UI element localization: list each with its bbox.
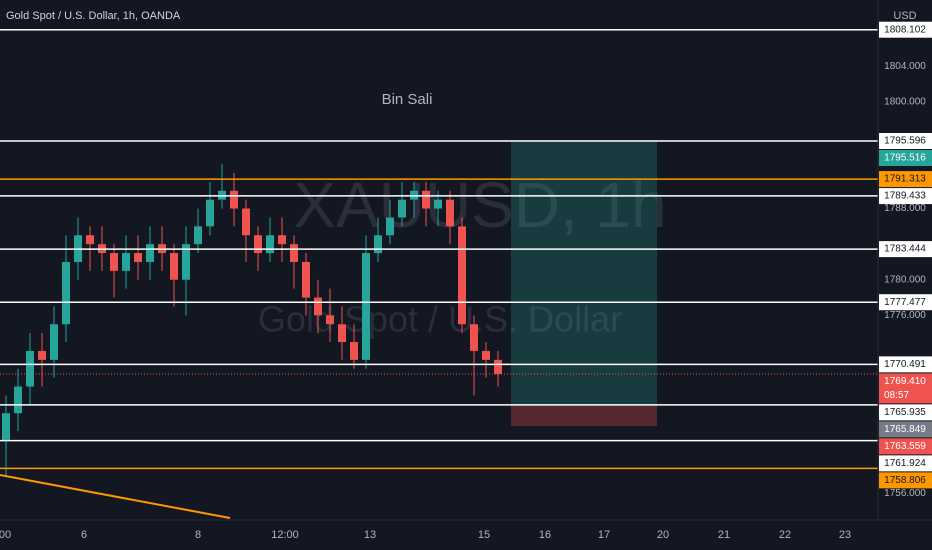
candle-body <box>242 208 250 236</box>
x-tick-label: 6 <box>81 529 87 541</box>
candle-body <box>266 235 274 254</box>
price-tag-label: 1765.935 <box>884 407 926 418</box>
price-tag-label: 1763.559 <box>884 441 926 452</box>
candle-body <box>422 190 430 209</box>
candle-body <box>122 253 130 271</box>
price-tag <box>879 373 932 404</box>
candle-body <box>290 244 298 262</box>
price-tag <box>879 241 932 258</box>
price-tag-label: 1765.849 <box>884 424 926 435</box>
candle-body <box>278 235 286 245</box>
annotation: Bin Sali <box>382 91 433 108</box>
candle-body <box>350 342 358 360</box>
y-tick-label: 1800.000 <box>884 96 926 107</box>
price-tag-label: 1783.444 <box>884 244 926 255</box>
x-tick-label: 15 <box>478 529 490 541</box>
price-tag-label: 1777.477 <box>884 297 926 308</box>
candle-body <box>170 253 178 280</box>
x-tick-label: 16 <box>539 529 551 541</box>
candle-body <box>446 199 454 227</box>
price-tag <box>879 404 932 421</box>
x-tick-label: 17 <box>598 529 610 541</box>
price-tag <box>879 21 932 38</box>
x-tick-label: 8 <box>195 529 201 541</box>
profit-zone <box>511 141 657 406</box>
countdown: 08:57 <box>884 390 909 401</box>
candle-body <box>146 244 154 262</box>
y-tick-label: 1788.000 <box>884 203 926 214</box>
x-tick-label: 00 <box>0 529 11 541</box>
candle-body <box>134 253 142 262</box>
x-tick-label: 20 <box>657 529 669 541</box>
price-tag <box>879 356 932 373</box>
candle-body <box>326 315 334 325</box>
x-tick-label: 21 <box>718 529 730 541</box>
candle-body <box>386 217 394 236</box>
candle-body <box>206 199 214 227</box>
candle-body <box>62 261 70 325</box>
currency[interactable]: USD <box>893 10 916 22</box>
candle-body <box>38 350 46 360</box>
candle-body <box>194 226 202 245</box>
price-tag-label: 1795.596 <box>884 136 926 147</box>
price-tag-label: 1758.806 <box>884 475 926 486</box>
candle-body <box>14 386 22 414</box>
price-tag-label: 1791.313 <box>884 174 926 185</box>
candle-body <box>26 350 34 387</box>
candle-body <box>374 235 382 254</box>
price-tag <box>879 455 932 472</box>
candle-body <box>458 226 466 325</box>
price-tag <box>879 132 932 149</box>
candle-body <box>434 199 442 209</box>
y-tick-label: 1804.000 <box>884 61 926 72</box>
price-tag <box>879 294 932 311</box>
price-tag-label: 1808.102 <box>884 24 926 35</box>
price-tag <box>879 421 932 438</box>
x-tick-label: 23 <box>839 529 851 541</box>
candle-body <box>182 244 190 280</box>
price-tag <box>879 472 932 489</box>
price-tag <box>879 438 932 455</box>
price-tag-label: 1789.433 <box>884 191 926 202</box>
candle-body <box>50 324 58 360</box>
watermark-symbol: XAUUSD, 1h <box>293 169 666 241</box>
y-tick-label: 1780.000 <box>884 274 926 285</box>
y-tick-label: 1776.000 <box>884 310 926 321</box>
y-tick-label: 1756.000 <box>884 488 926 499</box>
candle-body <box>398 199 406 218</box>
candle-body <box>86 235 94 245</box>
price-tag-label: 1769.410 <box>884 376 926 387</box>
price-tag <box>879 188 932 205</box>
candle-body <box>302 261 310 298</box>
x-tick-label: 22 <box>779 529 791 541</box>
candle-body <box>494 359 502 374</box>
candle-body <box>362 253 370 360</box>
price-tag-label: 1795.516 <box>884 153 926 164</box>
x-tick-label: 12:00 <box>271 529 299 541</box>
price-tag <box>879 171 932 188</box>
candle-body <box>314 297 322 316</box>
candle-body <box>2 413 10 440</box>
candle-body <box>338 324 346 343</box>
candle-body <box>254 235 262 254</box>
candle-body <box>470 324 478 351</box>
price-tag-label: 1761.924 <box>884 458 926 469</box>
trend-line <box>0 474 231 519</box>
candle-body <box>110 253 118 271</box>
price-tag <box>879 149 932 166</box>
candle-body <box>230 190 238 209</box>
candle-body <box>482 350 490 360</box>
loss-zone <box>511 405 657 427</box>
x-tick-label: 13 <box>364 529 376 541</box>
price-tag-label: 1770.491 <box>884 359 926 370</box>
symbol-title[interactable]: Gold Spot / U.S. Dollar, 1h, OANDA <box>6 10 181 22</box>
